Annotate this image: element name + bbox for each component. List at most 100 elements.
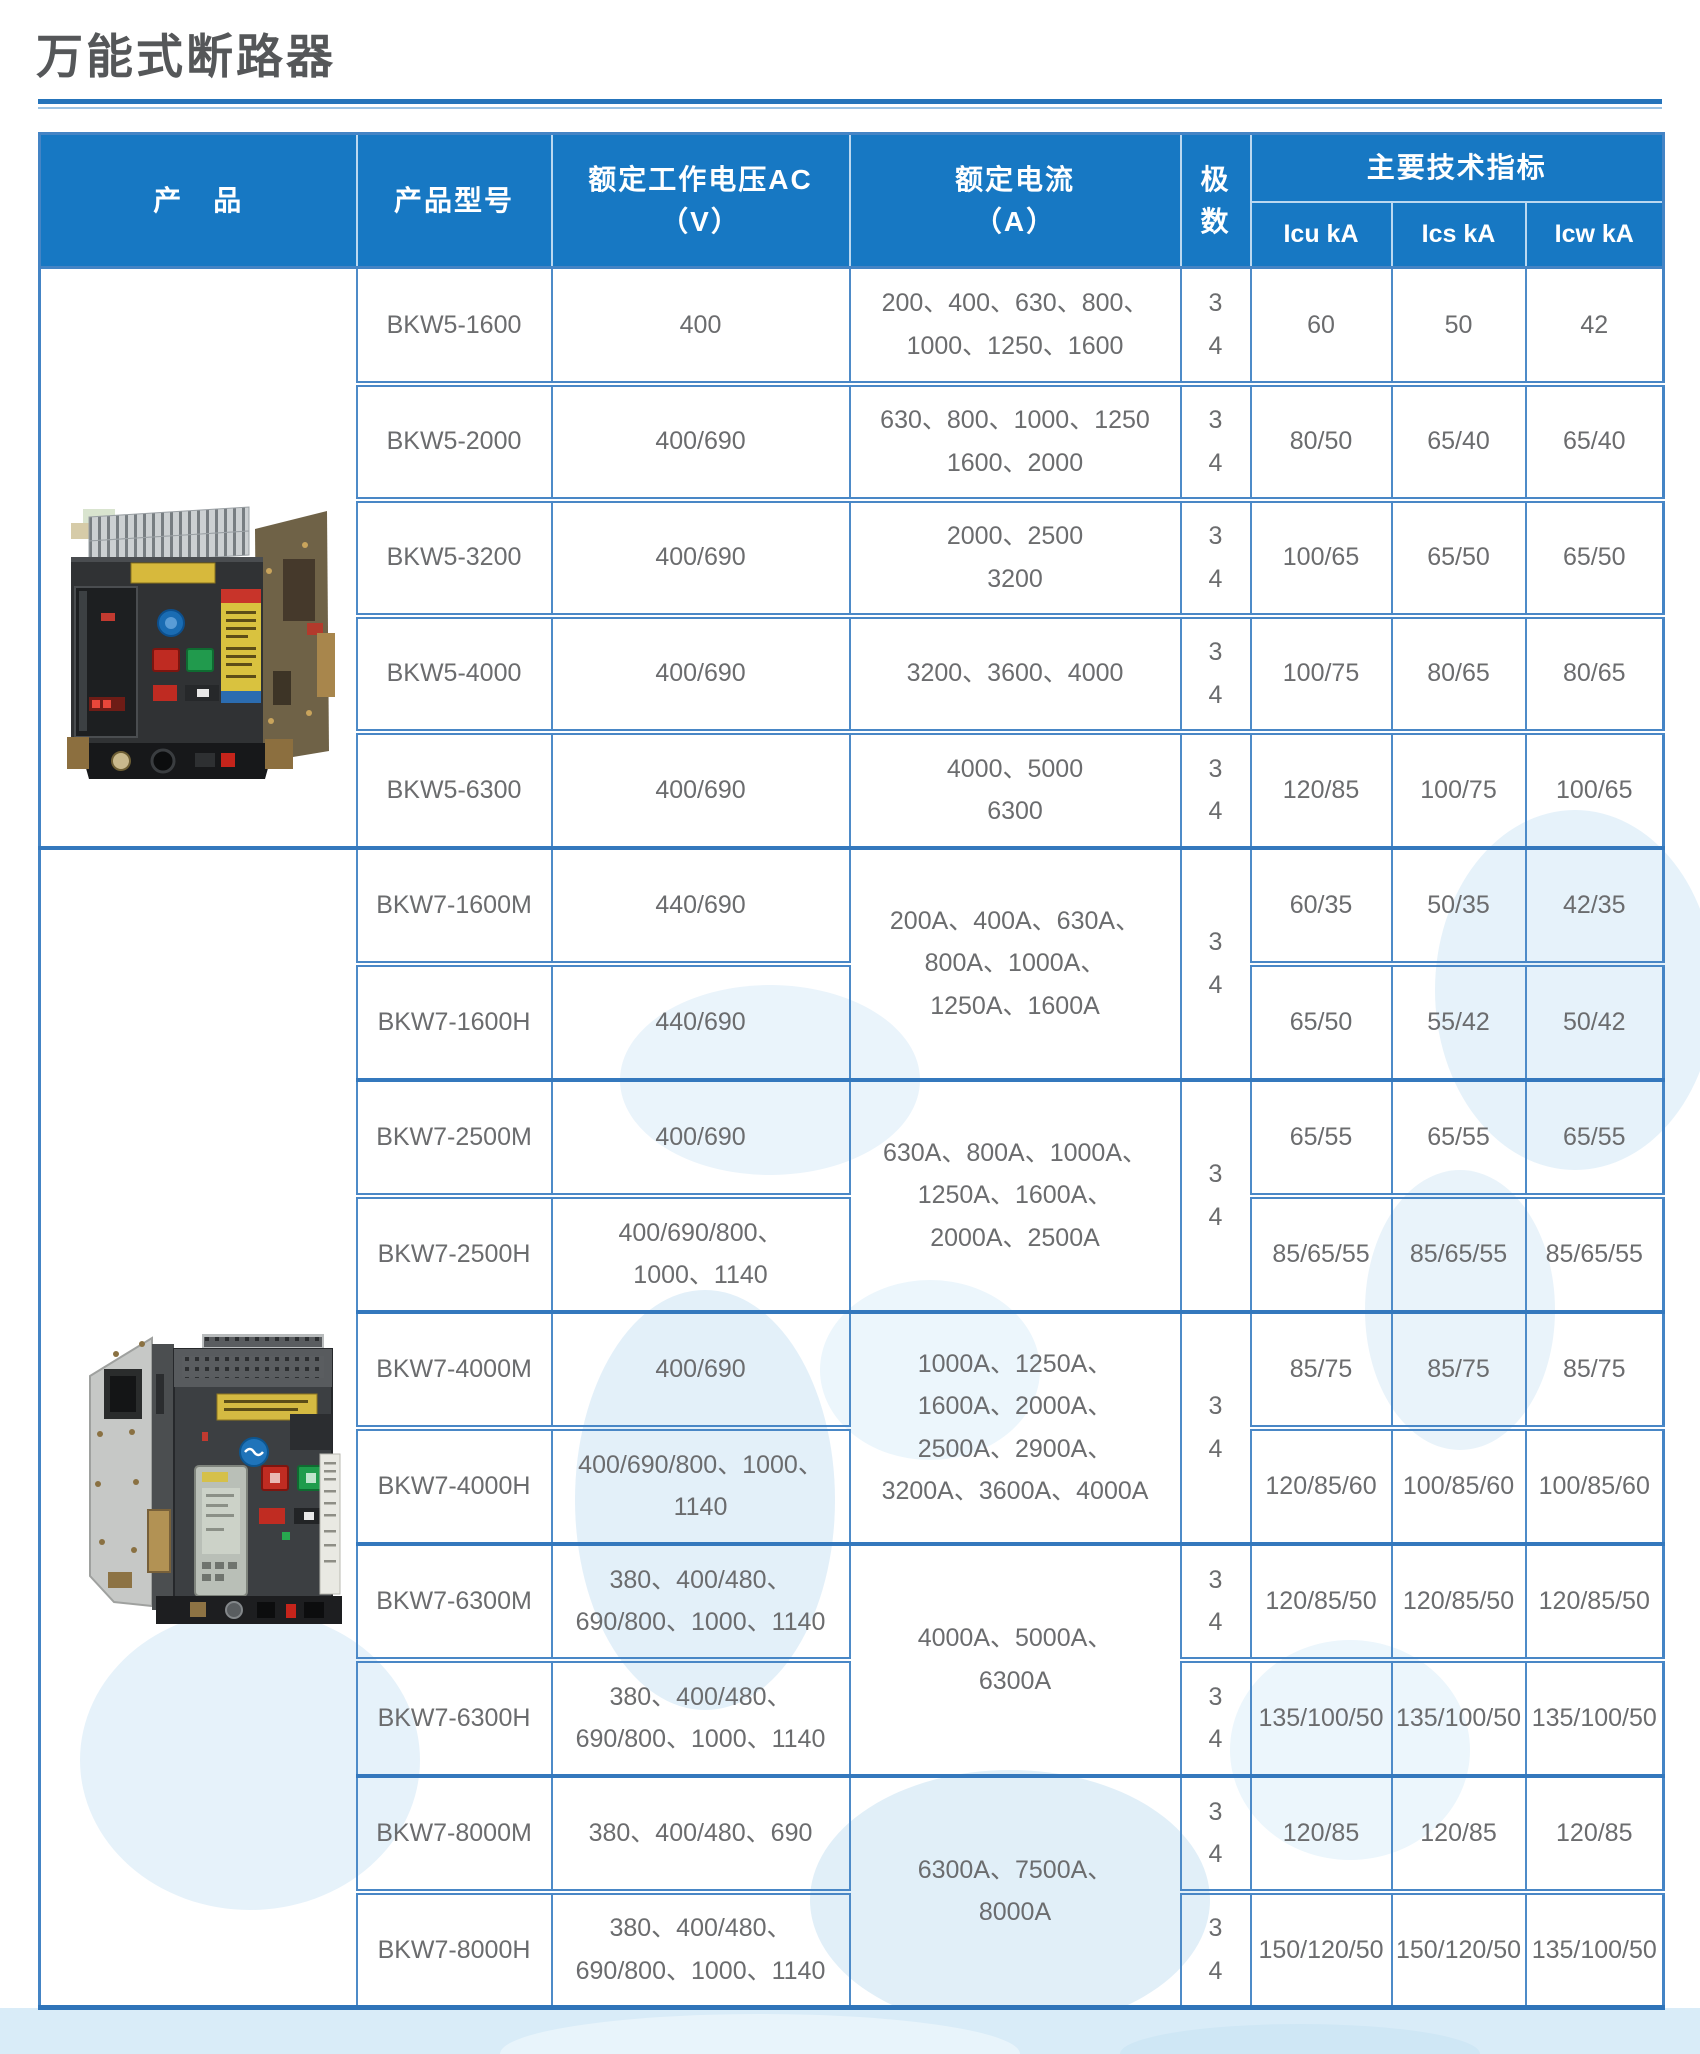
cell-model: BKW7-6300M [355, 1541, 553, 1661]
cell-voltage: 440/690 [550, 845, 851, 965]
cell-icu: 85/65/55 [1249, 1192, 1393, 1313]
cell-ics: 65/55 [1390, 1077, 1527, 1197]
col-header-model: 产品型号 [355, 132, 553, 269]
cell-voltage: 400/690 [550, 1309, 851, 1429]
cell-poles: 3 4 [1179, 1888, 1252, 2009]
cell-icw: 42/35 [1524, 845, 1665, 965]
cell-poles: 3 4 [1179, 1656, 1252, 1777]
cell-model: BKW7-1600H [355, 960, 553, 1081]
cell-icu: 120/85 [1249, 728, 1393, 849]
cell-icw: 85/65/55 [1524, 1192, 1665, 1313]
product-photo-cell-bkw5 [38, 266, 358, 849]
cell-current: 2000、2500 3200 [848, 496, 1182, 617]
cell-icu: 65/50 [1249, 960, 1393, 1081]
cell-model: BKW7-8000H [355, 1888, 553, 2009]
cell-icu: 100/75 [1249, 612, 1393, 733]
cell-icu: 120/85/50 [1249, 1541, 1393, 1661]
cell-poles: 3 4 [1179, 728, 1252, 849]
cell-icw: 120/85 [1524, 1773, 1665, 1893]
cell-model: BKW5-2000 [355, 380, 553, 501]
cell-icu: 60/35 [1249, 845, 1393, 965]
cell-icw: 100/85/60 [1524, 1424, 1665, 1545]
table-row: BKW7-6300H 380、400/480、 690/800、1000、114… [40, 1656, 1665, 1777]
bkw7-breaker-photo [89, 1333, 343, 1624]
table-row: BKW7-4000M 400/690 1000A、1250A、 1600A、20… [40, 1309, 1665, 1545]
table-row: BKW7-2500M 400/690 630A、800A、1000A、 1250… [40, 1077, 1665, 1313]
cell-current-merged: 4000A、5000A、 6300A [848, 1541, 1182, 1777]
cell-icw: 100/65 [1524, 728, 1665, 849]
cell-icu: 120/85 [1249, 1773, 1393, 1893]
cell-poles: 3 4 [1179, 496, 1252, 617]
cell-icu: 100/65 [1249, 496, 1393, 617]
cell-ics: 65/50 [1390, 496, 1527, 617]
cell-voltage: 400/690 [550, 728, 851, 849]
cell-model: BKW7-2500H [355, 1192, 553, 1313]
cell-poles: 3 4 [1179, 380, 1252, 501]
cell-voltage: 380、400/480、690 [550, 1773, 851, 1893]
cell-poles-merged: 3 4 [1179, 845, 1252, 1081]
cell-ics: 100/75 [1390, 728, 1527, 849]
cell-icw: 120/85/50 [1524, 1541, 1665, 1661]
table-row: BKW5-1600 400 200、400、630、800、 1000、1250… [38, 266, 1665, 849]
cell-model: BKW5-1600 [355, 266, 553, 385]
cell-current: 630、800、1000、1250 1600、2000 [848, 380, 1182, 501]
cell-ics: 85/75 [1390, 1309, 1527, 1429]
table-row: BKW7-1600H 440/690 65/50 55/42 50/42 [40, 960, 1665, 1081]
cell-model: BKW7-4000H [355, 1424, 553, 1545]
cell-ics: 50 [1390, 266, 1527, 385]
cell-model: BKW5-3200 [355, 496, 553, 617]
cell-voltage: 380、400/480、 690/800、1000、1140 [550, 1656, 851, 1777]
cell-icw: 135/100/50 [1524, 1656, 1665, 1777]
cell-ics: 50/35 [1390, 845, 1527, 965]
cell-icw: 65/40 [1524, 380, 1665, 501]
table-row: BKW7-1600M 440/690 200A、400A、630A、 800A、… [38, 845, 1665, 2009]
cell-icu: 65/55 [1249, 1077, 1393, 1197]
cell-voltage: 440/690 [550, 960, 851, 1081]
cell-poles: 3 4 [1179, 266, 1252, 385]
cell-voltage: 380、400/480、 690/800、1000、1140 [550, 1541, 851, 1661]
cell-ics: 55/42 [1390, 960, 1527, 1081]
breaker-spec-table: 产 品 产品型号 额定工作电压AC （V） 额定电流 （A） 极 数 主要技术指… [38, 132, 1665, 2010]
table-row: BKW5-4000 400/690 3200、3600、4000 3 4 100… [40, 612, 1665, 733]
table-row: BKW7-4000H 400/690/800、1000、 1140 120/85… [40, 1424, 1665, 1545]
table-row: BKW5-3200 400/690 2000、2500 3200 3 4 100… [40, 496, 1665, 617]
bkw5-breaker-photo [67, 506, 335, 779]
cell-current: 200、400、630、800、 1000、1250、1600 [848, 266, 1182, 385]
col-header-poles: 极 数 [1179, 132, 1252, 269]
cell-model: BKW7-2500M [355, 1077, 553, 1197]
cell-icw: 50/42 [1524, 960, 1665, 1081]
cell-voltage: 400/690 [550, 1077, 851, 1197]
page-title: 万能式断路器 [36, 30, 336, 83]
cell-current-merged: 200A、400A、630A、 800A、1000A、 1250A、1600A [848, 845, 1182, 1081]
cell-voltage: 400 [550, 266, 851, 385]
table-row: BKW7-8000H 380、400/480、 690/800、1000、114… [40, 1888, 1665, 2009]
cell-ics: 85/65/55 [1390, 1192, 1527, 1313]
cell-ics: 65/40 [1390, 380, 1527, 501]
cell-icu: 135/100/50 [1249, 1656, 1393, 1777]
cell-ics: 150/120/50 [1390, 1888, 1527, 2009]
cell-icu: 60 [1249, 266, 1393, 385]
cell-model: BKW7-4000M [355, 1309, 553, 1429]
cell-voltage: 400/690 [550, 496, 851, 617]
cell-current-merged: 1000A、1250A、 1600A、2000A、 2500A、2900A、 3… [848, 1309, 1182, 1545]
cell-icw: 65/55 [1524, 1077, 1665, 1197]
table-row: BKW7-6300M 380、400/480、 690/800、1000、114… [40, 1541, 1665, 1777]
table-row: BKW7-2500H 400/690/800、 1000、1140 85/65/… [40, 1192, 1665, 1313]
col-header-icw: Icw kA [1524, 200, 1665, 269]
product-photo-cell-bkw7 [38, 845, 358, 2009]
cell-ics: 135/100/50 [1390, 1656, 1527, 1777]
cell-current-merged: 630A、800A、1000A、 1250A、1600A、 2000A、2500… [848, 1077, 1182, 1313]
cell-model: BKW5-4000 [355, 612, 553, 733]
cell-icw: 42 [1524, 266, 1665, 385]
cell-voltage: 400/690/800、1000、 1140 [550, 1424, 851, 1545]
cell-model: BKW7-6300H [355, 1656, 553, 1777]
cell-poles-merged: 3 4 [1179, 1309, 1252, 1545]
cell-voltage: 400/690 [550, 612, 851, 733]
title-divider-rule [38, 99, 1662, 109]
cell-current: 3200、3600、4000 [848, 612, 1182, 733]
cell-icu: 150/120/50 [1249, 1888, 1393, 2009]
col-header-voltage: 额定工作电压AC （V） [550, 132, 851, 269]
cell-model: BKW5-6300 [355, 728, 553, 849]
col-header-product: 产 品 [38, 132, 358, 269]
cell-poles-merged: 3 4 [1179, 1077, 1252, 1313]
